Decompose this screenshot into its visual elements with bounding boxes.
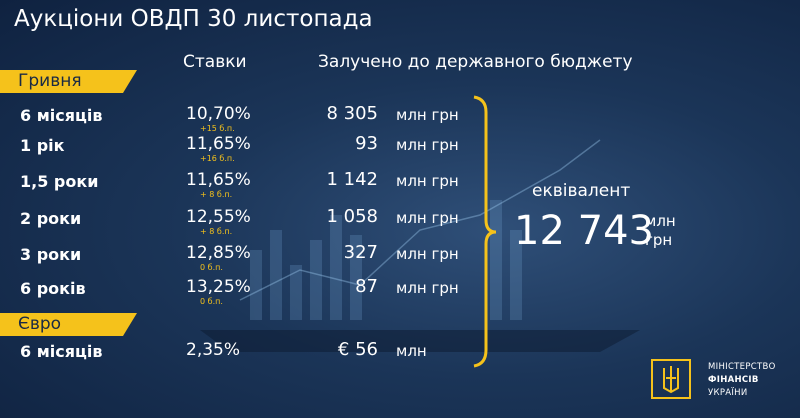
rate: 11,65% [186,134,251,154]
unit: млн грн [396,279,459,297]
equivalent-unit: грн [645,231,673,249]
unit: млн [396,342,427,360]
amount: 87 [355,276,378,297]
logo-text: фінансів [708,375,759,385]
section-label: Євро [0,313,137,336]
unit: млн грн [396,136,459,154]
term: 6 місяців [20,106,103,125]
amount: 1 058 [326,206,378,227]
rate-change: + 8 б.п. [200,190,233,199]
rate-change: +15 б.п. [200,124,235,133]
rate: 10,70% [186,104,251,124]
amount: € 56 [337,339,378,360]
term: 6 років [20,279,86,298]
unit: млн грн [396,209,459,227]
rate-change: +16 б.п. [200,154,235,163]
unit: млн грн [396,245,459,263]
term: 1 рік [20,136,65,155]
unit: млн грн [396,172,459,190]
section-label: Гривня [0,70,137,93]
term: 3 роки [20,245,82,264]
equivalent-value: 12 743 [514,208,654,254]
rate: 11,65% [186,170,251,190]
rate: 2,35% [186,340,241,360]
amount: 93 [355,133,378,154]
header-raised: Залучено до державного бюджету [318,52,633,72]
equivalent-unit: млн [645,212,676,230]
equivalent-label: еквівалент [532,181,631,201]
title: Аукціони ОВДП 30 листопада [14,6,373,32]
rate: 12,55% [186,207,251,227]
rate: 13,25% [186,277,251,297]
term: 1,5 роки [20,172,99,191]
unit: млн грн [396,106,459,124]
term: 6 місяців [20,342,103,361]
logo-text: Міністерство [708,362,776,372]
amount: 1 142 [326,169,378,190]
header-rates: Ставки [183,52,247,72]
amount: 8 305 [326,103,378,124]
amount: 327 [343,242,378,263]
rate-change: 0 б.п. [200,263,223,272]
rate-change: + 8 б.п. [200,227,233,236]
rate-change: 0 б.п. [200,297,223,306]
logo-text: України [708,388,748,398]
rate: 12,85% [186,243,251,263]
term: 2 роки [20,209,82,228]
